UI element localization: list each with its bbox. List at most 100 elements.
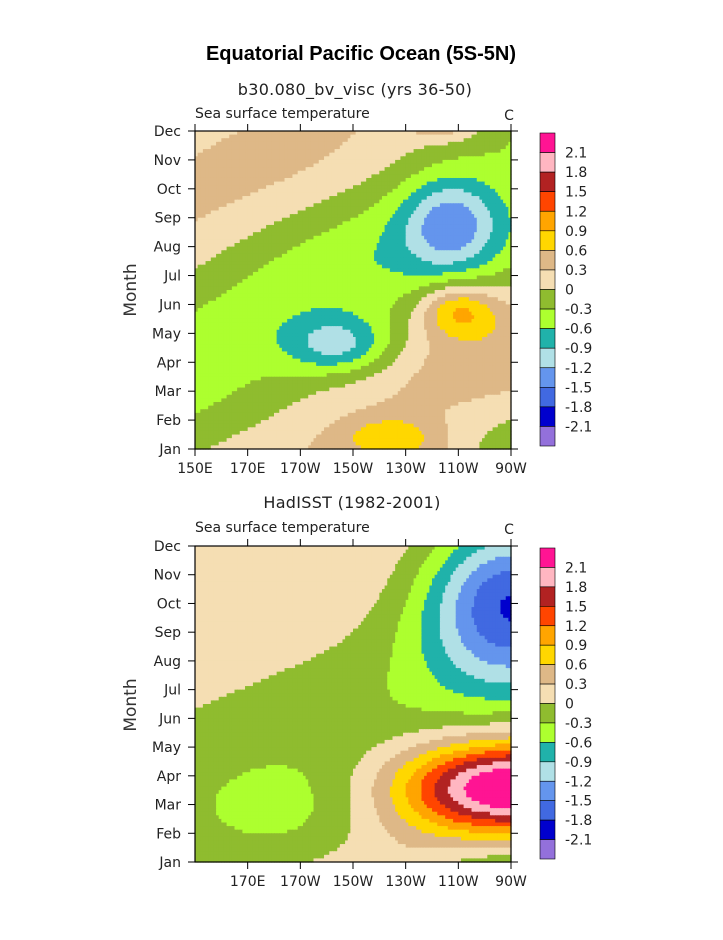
field-cell: [508, 141, 512, 147]
field-cell: [434, 131, 438, 136]
field-cell: [410, 149, 415, 154]
field-cell: [279, 152, 283, 157]
field-cell: [416, 145, 420, 150]
field-cell: [324, 145, 328, 150]
field-cell: [331, 134, 336, 139]
field-cell: [476, 141, 480, 147]
field-cell: [297, 152, 301, 157]
field-cell: [302, 145, 307, 150]
field-cell: [371, 138, 375, 143]
field-cell: [234, 149, 238, 154]
field-cell: [321, 141, 325, 147]
field-cell: [200, 145, 204, 150]
field-cell: [260, 141, 265, 147]
field-cell: [403, 131, 407, 136]
field-cell: [260, 145, 265, 150]
field-cell: [405, 138, 409, 143]
field-cell: [245, 152, 249, 157]
field-cell: [497, 138, 502, 143]
field-cell: [408, 138, 412, 143]
field-cell: [281, 131, 286, 136]
field-cell: [202, 131, 207, 136]
field-cell: [447, 152, 452, 157]
field-cell: [450, 145, 454, 150]
field-cell: [234, 131, 238, 136]
field-cell: [295, 156, 299, 161]
field-cell: [484, 152, 488, 157]
field-cell: [231, 152, 236, 157]
field-cell: [197, 156, 201, 161]
field-cell: [321, 156, 325, 161]
field-cell: [250, 134, 254, 139]
field-cell: [410, 138, 415, 143]
field-cell: [447, 134, 452, 139]
field-cell: [202, 134, 207, 139]
field-cell: [287, 138, 291, 143]
field-cell: [331, 138, 336, 143]
field-cell: [421, 134, 425, 139]
field-cell: [255, 145, 259, 150]
field-cell: [497, 152, 502, 157]
field-cell: [218, 141, 222, 147]
field-cell: [471, 138, 475, 143]
field-cell: [416, 138, 420, 143]
field-cell: [271, 131, 275, 136]
field-cell: [482, 138, 486, 143]
field-cell: [316, 149, 320, 154]
field-cell: [274, 152, 278, 157]
field-cell: [260, 156, 265, 161]
field-cell: [313, 145, 317, 150]
field-cell: [202, 138, 207, 143]
field-cell: [284, 131, 288, 136]
field-cell: [450, 138, 454, 143]
field-cell: [339, 134, 344, 139]
field-cell: [310, 141, 315, 147]
field-cell: [334, 149, 338, 154]
field-cell: [389, 149, 394, 154]
field-cell: [358, 145, 362, 150]
field-cell: [403, 152, 407, 157]
field-cell: [450, 152, 454, 157]
field-cell: [342, 156, 346, 161]
field-cell: [339, 145, 344, 150]
field-cell: [466, 134, 470, 139]
field-cell: [263, 138, 267, 143]
field-cell: [255, 138, 259, 143]
field-cell: [432, 134, 436, 139]
field-cell: [508, 138, 512, 143]
field-cell: [329, 149, 333, 154]
field-cell: [437, 145, 441, 150]
field-cell: [445, 152, 449, 157]
field-cell: [374, 145, 378, 150]
field-cell: [358, 156, 362, 161]
field-cell: [326, 138, 330, 143]
field-cell: [281, 134, 286, 139]
field-cell: [363, 138, 367, 143]
field-cell: [292, 149, 296, 154]
field-cell: [437, 152, 441, 157]
field-cell: [271, 156, 275, 161]
field-cell: [400, 149, 404, 154]
field-cell: [284, 138, 288, 143]
field-cell: [355, 138, 359, 143]
field-cell: [387, 149, 391, 154]
field-cell: [308, 149, 312, 154]
field-cell: [503, 145, 507, 150]
field-cell: [355, 152, 359, 157]
field-cell: [313, 134, 317, 139]
field-cell: [424, 152, 428, 157]
field-cell: [484, 141, 488, 147]
field-cell: [437, 141, 441, 147]
field-cell: [460, 145, 465, 150]
field-cell: [295, 131, 299, 136]
field-cell: [389, 145, 394, 150]
field-cell: [292, 156, 296, 161]
field-cell: [482, 149, 486, 154]
field-cell: [287, 145, 291, 150]
field-cell: [313, 131, 317, 136]
field-cell: [200, 156, 204, 161]
field-cell: [487, 134, 491, 139]
field-cell: [239, 138, 243, 143]
field-cell: [279, 134, 283, 139]
field-cell: [397, 141, 401, 147]
